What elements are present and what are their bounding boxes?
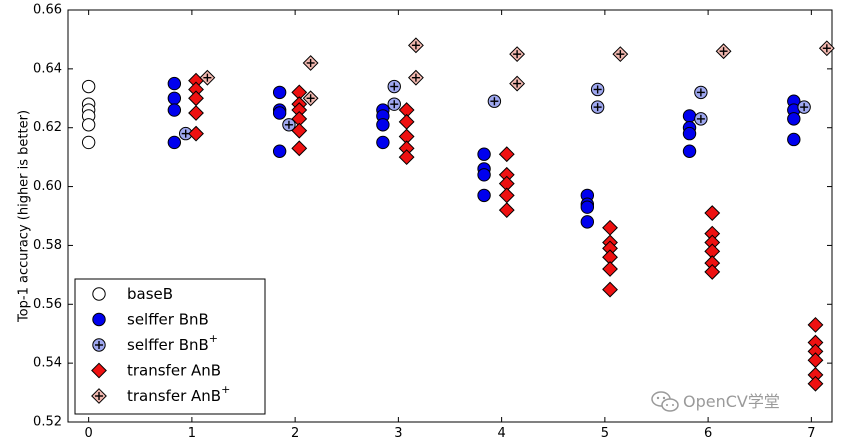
data-points xyxy=(81,37,835,392)
y-tick-label: 0.62 xyxy=(33,120,62,135)
data-point xyxy=(199,69,216,86)
legend: baseB selffer BnB selffer BnB+ transfer AnB… xyxy=(74,278,266,415)
data-point xyxy=(807,375,824,392)
legend-label: baseB xyxy=(127,285,173,303)
data-point xyxy=(787,112,801,126)
data-point xyxy=(272,106,287,120)
legend-marker xyxy=(92,338,106,352)
data-point xyxy=(167,91,182,105)
data-point xyxy=(282,118,296,132)
x-tick-label: 3 xyxy=(394,426,402,440)
data-point xyxy=(302,90,319,107)
y-tick-label: 0.54 xyxy=(33,356,62,371)
data-point xyxy=(704,264,721,280)
series-selffer-bnb xyxy=(167,76,801,229)
data-point xyxy=(477,147,491,161)
y-tick-label: 0.64 xyxy=(33,61,62,76)
legend-box xyxy=(74,278,266,415)
legend-marker xyxy=(92,287,106,301)
data-point xyxy=(408,69,424,86)
data-point xyxy=(602,261,618,277)
data-point xyxy=(580,200,595,214)
data-point xyxy=(682,126,697,141)
data-point xyxy=(612,46,629,63)
legend-label: transfer AnB+ xyxy=(127,383,230,405)
data-point xyxy=(302,55,319,71)
data-point xyxy=(694,112,708,126)
y-tick-label: 0.60 xyxy=(33,179,62,194)
legend-marker xyxy=(91,362,107,379)
wechat-icon xyxy=(651,391,679,412)
x-tick-label: 5 xyxy=(601,426,609,440)
watermark: OpenCV学堂 xyxy=(651,391,780,412)
data-point xyxy=(376,135,390,150)
data-point xyxy=(81,79,96,94)
data-point xyxy=(291,140,308,157)
data-point xyxy=(81,118,96,132)
data-point xyxy=(807,316,824,333)
data-point xyxy=(682,144,697,158)
data-point xyxy=(509,46,526,63)
series-baseb xyxy=(81,79,96,150)
data-point xyxy=(167,135,182,150)
x-tick-label: 4 xyxy=(497,426,505,440)
data-point xyxy=(509,75,526,92)
x-tick-label: 1 xyxy=(188,426,196,440)
data-point xyxy=(387,79,401,94)
series-selffer-bnb- xyxy=(178,79,811,141)
data-point xyxy=(704,205,721,221)
data-point xyxy=(498,202,515,219)
data-point xyxy=(498,146,515,163)
data-point xyxy=(590,100,605,114)
axis-ticks xyxy=(68,9,832,423)
data-point xyxy=(408,37,424,54)
x-tick-label: 2 xyxy=(291,426,299,440)
legend-label: selffer BnB+ xyxy=(127,332,218,354)
data-point xyxy=(590,82,605,97)
y-axis-label: Top-1 accuracy (higher is better) xyxy=(17,110,32,323)
data-point xyxy=(376,118,390,132)
data-point xyxy=(188,105,204,121)
data-point xyxy=(580,215,595,229)
x-tick-label: 6 xyxy=(704,426,712,440)
data-point xyxy=(818,40,835,57)
data-point xyxy=(477,168,491,182)
data-point xyxy=(715,43,732,60)
data-point xyxy=(398,149,415,166)
data-point xyxy=(477,188,491,203)
axis-tick-labels: 0 1 2 3 4 5 6 7 0.52 0.54 0.56 0.58 0.60 0.62 0.64 0.66 xyxy=(33,3,815,440)
data-point xyxy=(188,125,204,142)
data-point xyxy=(387,97,401,111)
x-tick-label: 7 xyxy=(807,426,815,440)
legend-marker xyxy=(92,312,106,327)
data-point xyxy=(81,135,96,150)
data-point xyxy=(797,100,811,114)
data-point xyxy=(602,281,618,298)
data-point xyxy=(487,94,502,108)
data-point xyxy=(682,109,697,123)
y-tick-label: 0.58 xyxy=(33,238,62,253)
data-point xyxy=(272,144,287,158)
y-tick-label: 0.52 xyxy=(33,415,62,430)
data-point xyxy=(167,103,182,117)
series-transfer-anb xyxy=(188,72,824,392)
data-point xyxy=(167,76,182,91)
watermark-text: OpenCV学堂 xyxy=(683,392,780,411)
data-point xyxy=(694,85,708,100)
x-tick-label: 0 xyxy=(85,426,93,440)
y-tick-label: 0.56 xyxy=(33,297,62,312)
legend-label: transfer AnB xyxy=(127,361,221,379)
data-point xyxy=(291,122,308,139)
data-point xyxy=(787,132,801,147)
data-point xyxy=(272,85,287,100)
legend-label: selffer BnB xyxy=(127,310,209,328)
series-transfer-anb- xyxy=(199,37,835,107)
legend-marker xyxy=(91,388,107,404)
y-tick-label: 0.66 xyxy=(33,3,62,18)
